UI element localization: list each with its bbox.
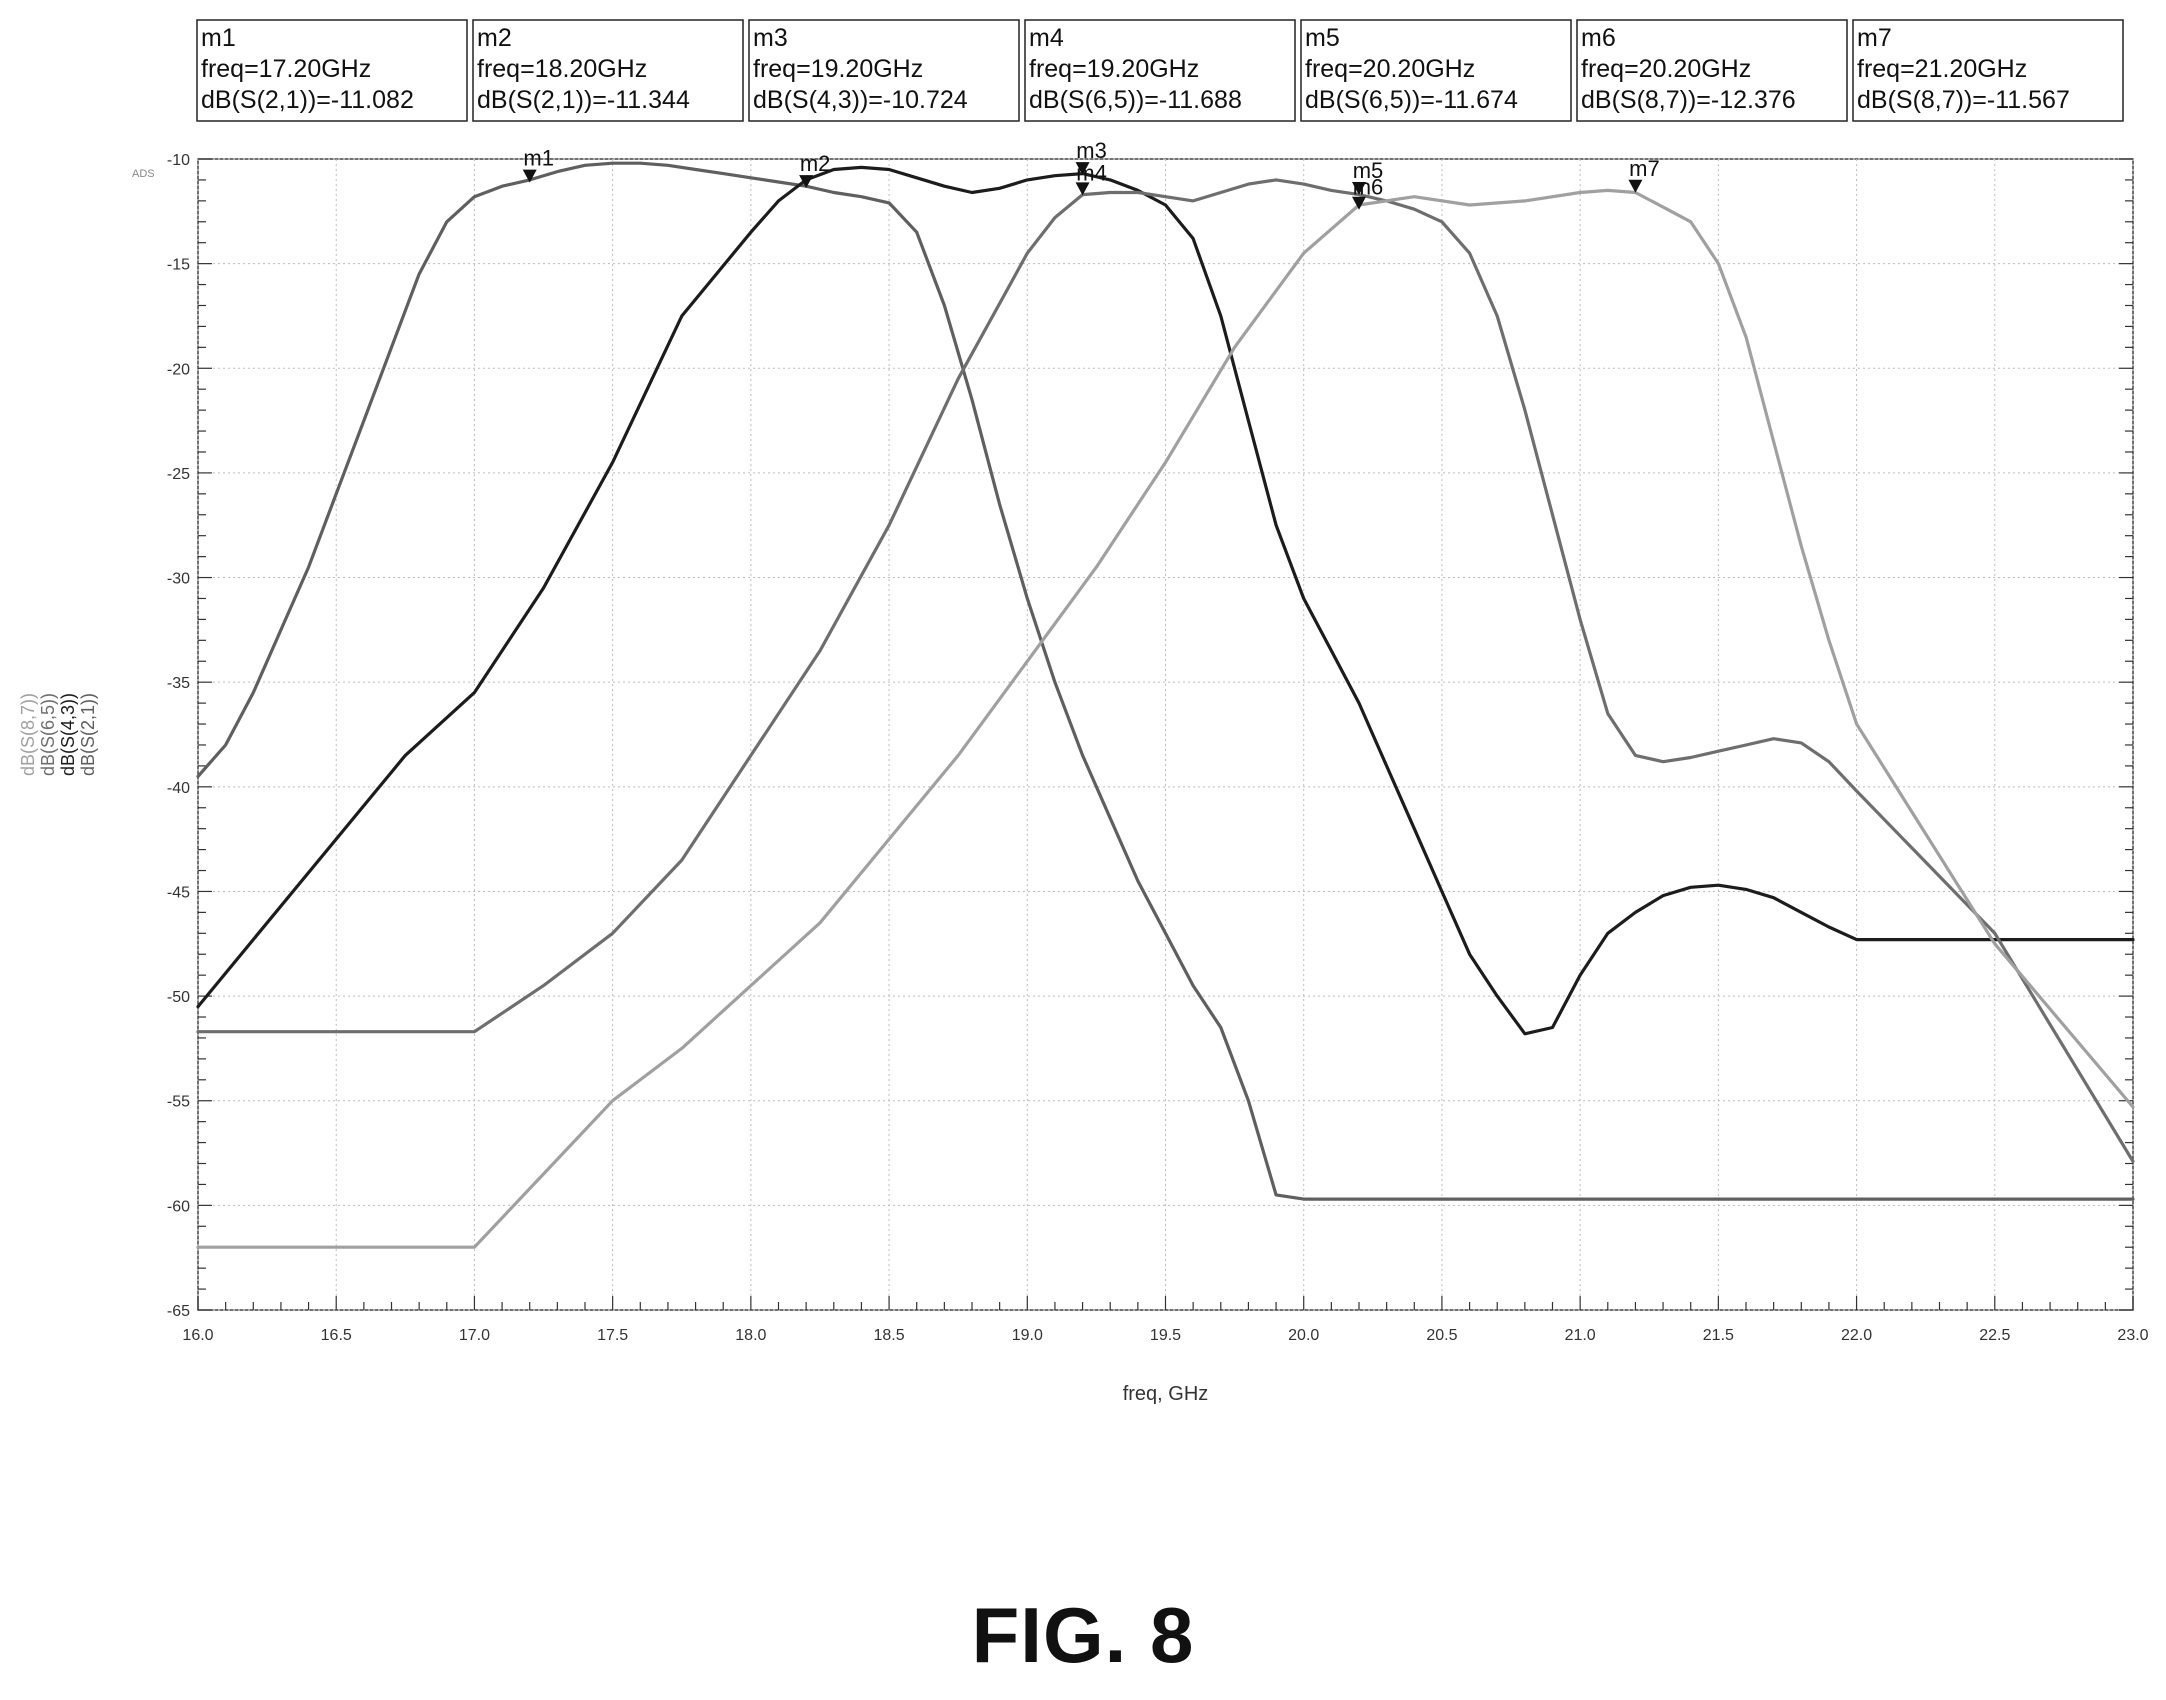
- x-tick-label: 22.5: [1979, 1327, 2010, 1344]
- marker-readout-line: dB(S(2,1))=-11.082: [201, 86, 414, 114]
- x-axis-label: freq, GHz: [1123, 1383, 1209, 1405]
- x-tick-label: 19.5: [1150, 1327, 1181, 1344]
- x-tick-label: 19.0: [1012, 1327, 1043, 1344]
- x-tick-label: 20.5: [1426, 1327, 1457, 1344]
- marker-readout-line: dB(S(4,3))=-10.724: [753, 86, 968, 114]
- marker-readout-m7: m7 freq=21.20GHz dB(S(8,7))=-11.567: [1852, 19, 2124, 122]
- y-tick-label: -20: [167, 361, 190, 378]
- marker-triangle-m3: [1075, 162, 1090, 176]
- marker-readout-line: dB(S(6,5))=-11.674: [1305, 86, 1518, 114]
- y-tick-label: -55: [167, 1094, 190, 1111]
- marker-readout-line: dB(S(2,1))=-11.344: [477, 86, 690, 114]
- x-tick-label: 21.0: [1565, 1327, 1596, 1344]
- x-tick-label: 22.0: [1841, 1327, 1872, 1344]
- marker-label-m3: m3: [1076, 138, 1107, 163]
- marker-triangle-m6: [1352, 196, 1366, 210]
- marker-triangle-m7: [1628, 179, 1643, 193]
- series-line-dBS43: [196, 165, 2135, 1036]
- minor-ticks: [197, 158, 2134, 1311]
- y-axis-tick-labels: -10 -15 -20 -25 -30 -35 -40 -45 -50 -55 -60 -65: [167, 152, 190, 1320]
- x-tick-label: 18.5: [874, 1327, 905, 1344]
- y-axis-label-line: dB(S(4,3)): [58, 693, 78, 776]
- marker-readout-frame: [1852, 19, 2124, 122]
- x-axis-tick-labels: 16.0 16.5 17.0 17.5 18.0 18.5 19.0 19.5 20.0 20.5…: [182, 1327, 2148, 1344]
- series-line-dBS87: [196, 188, 2135, 1249]
- marker-readout-line: freq=21.20GHz: [1857, 55, 2027, 83]
- marker-label-m6: m6: [1353, 175, 1384, 200]
- series-line-dBS21: [196, 161, 2135, 1201]
- marker-readout-line: freq=20.20GHz: [1581, 55, 1751, 83]
- x-tick-label: 18.0: [735, 1327, 766, 1344]
- marker-readout-frame: [748, 19, 1020, 122]
- y-tick-label: -65: [167, 1303, 190, 1320]
- marker-readout-m4: m4 freq=19.20GHz dB(S(6,5))=-11.688: [1024, 19, 1296, 122]
- marker-readout-line: freq=20.20GHz: [1305, 55, 1475, 83]
- marker-readout-frame: [1300, 19, 1572, 122]
- marker-readout-frame: [1024, 19, 1296, 122]
- marker-readout-line: m5: [1305, 24, 1340, 52]
- x-tick-label: 16.5: [321, 1327, 352, 1344]
- x-tick-label: 20.0: [1288, 1327, 1319, 1344]
- marker-readout-line: dB(S(8,7))=-11.567: [1857, 86, 2070, 114]
- marker-readout-frame: [472, 19, 744, 122]
- marker-readout-m2: m2 freq=18.20GHz dB(S(2,1))=-11.344: [472, 19, 744, 122]
- marker-readout-line: m1: [201, 24, 236, 52]
- marker-readout-line: freq=17.20GHz: [201, 55, 371, 83]
- y-tick-label: -35: [167, 675, 190, 692]
- marker-readout-line: dB(S(8,7))=-12.376: [1581, 86, 1796, 114]
- marker-readout-frame: [196, 19, 468, 122]
- marker-triangle-m5: [1352, 182, 1366, 196]
- x-tick-label: 17.5: [597, 1327, 628, 1344]
- marker-readout-line: m2: [477, 24, 512, 52]
- y-tick-label: -60: [167, 1198, 190, 1215]
- y-axis-label: dB(S(8,7)) dB(S(6,5)) dB(S(4,3)) dB(S(2,1)): [18, 693, 98, 776]
- marker-label-m5: m5: [1353, 158, 1384, 183]
- series-lines: [196, 161, 2135, 1249]
- marker-label-m1: m1: [523, 146, 554, 171]
- x-tick-label: 23.0: [2117, 1327, 2148, 1344]
- marker-readout-line: freq=19.20GHz: [753, 55, 923, 83]
- y-tick-label: -10: [167, 152, 190, 169]
- y-tick-label: -40: [167, 780, 190, 797]
- marker-triangle-m4: [1075, 182, 1090, 196]
- y-tick-label: -25: [167, 466, 190, 483]
- marker-triangle-m2: [799, 175, 814, 189]
- marker-readout-boxes: m1 freq=17.20GHz dB(S(2,1))=-11.082 m2 freq=…: [196, 19, 2124, 122]
- marker-label-m4: m4: [1076, 160, 1107, 185]
- x-tick-label: 21.5: [1703, 1327, 1734, 1344]
- marker-label-m2: m2: [800, 151, 831, 176]
- y-tick-label: -45: [167, 884, 190, 901]
- marker-readout-m1: m1 freq=17.20GHz dB(S(2,1))=-11.082: [196, 19, 468, 122]
- y-axis-label-line: dB(S(8,7)): [18, 693, 38, 776]
- marker-readout-frame: [1576, 19, 1848, 122]
- figure-caption: FIG. 8: [971, 1591, 1195, 1679]
- marker-triangle-m1: [522, 169, 537, 183]
- marker-readout-line: m4: [1029, 24, 1064, 52]
- y-axis-label-line: dB(S(6,5)): [38, 693, 58, 776]
- x-tick-label: 16.0: [182, 1327, 213, 1344]
- marker-readout-line: dB(S(6,5))=-11.688: [1029, 86, 1242, 114]
- marker-readout-m6: m6 freq=20.20GHz dB(S(8,7))=-12.376: [1576, 19, 1848, 122]
- grid-lines: [197, 158, 2134, 1311]
- marker-readout-m3: m3 freq=19.20GHz dB(S(4,3))=-10.724: [748, 19, 1020, 122]
- marker-readout-line: m3: [753, 24, 788, 52]
- y-tick-label: -50: [167, 989, 190, 1006]
- y-tick-label: -15: [167, 257, 190, 274]
- marker-readout-line: m7: [1857, 24, 1892, 52]
- marker-readout-line: freq=18.20GHz: [477, 55, 647, 83]
- series-line-dBS65: [196, 178, 2135, 1164]
- s-parameter-chart: m1 freq=17.20GHz dB(S(2,1))=-11.082 m2 freq=…: [18, 19, 2149, 1405]
- marker-readout-m5: m5 freq=20.20GHz dB(S(6,5))=-11.674: [1300, 19, 1572, 122]
- x-tick-label: 17.0: [459, 1327, 490, 1344]
- marker-readout-line: freq=19.20GHz: [1029, 55, 1199, 83]
- y-axis-label-line: dB(S(2,1)): [78, 693, 98, 776]
- marker-readout-line: m6: [1581, 24, 1616, 52]
- marker-label-m7: m7: [1629, 156, 1660, 181]
- y-tick-label: -30: [167, 571, 190, 588]
- ads-tag: ADS: [132, 168, 155, 180]
